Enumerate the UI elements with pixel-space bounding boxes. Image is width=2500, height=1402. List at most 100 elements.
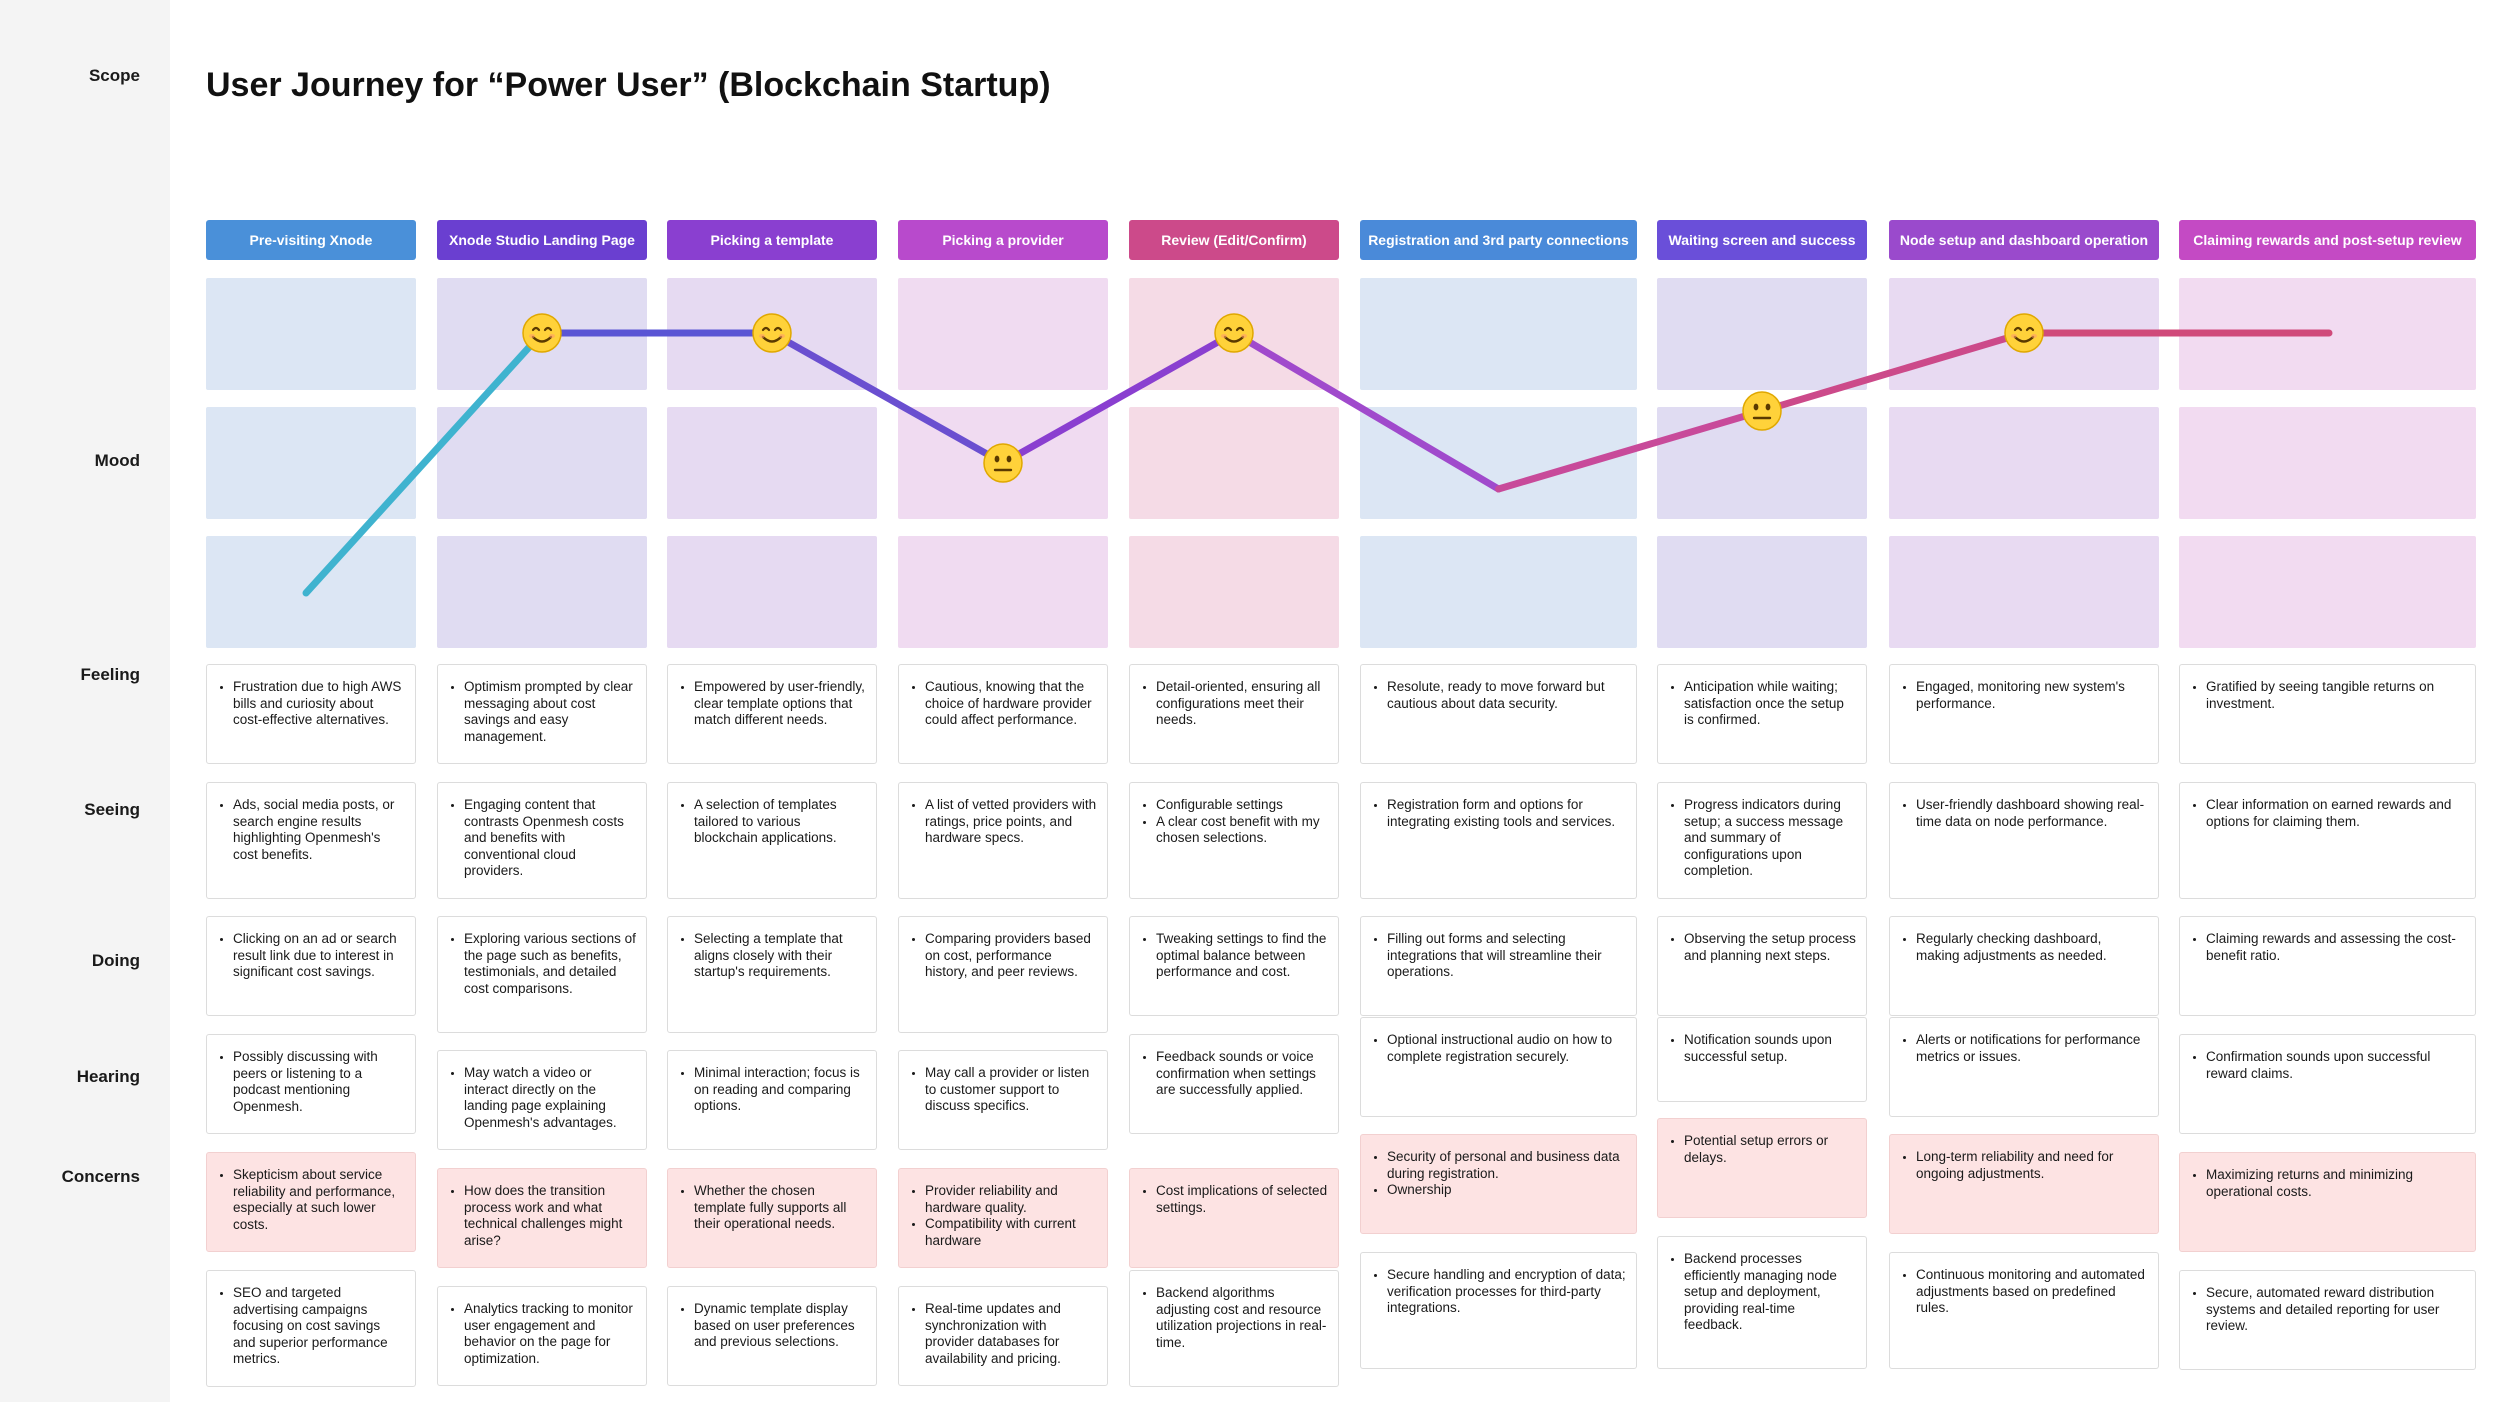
hearing-list: Alerts or notifications for performance …: [1900, 1032, 2148, 1065]
feeling-card: Cautious, knowing that the choice of har…: [898, 664, 1108, 764]
concerns-list: Skepticism about service reliability and…: [217, 1167, 405, 1233]
backstage-list: Secure handling and encryption of data; …: [1371, 1267, 1626, 1317]
feeling-item: Detail-oriented, ensuring all configurat…: [1156, 679, 1328, 729]
seeing-card: Ads, social media posts, or search engin…: [206, 782, 416, 899]
hearing-item: Feedback sounds or voice confirmation wh…: [1156, 1049, 1328, 1099]
mood-band: [2179, 536, 2476, 648]
doing-item: Comparing providers based on cost, perfo…: [925, 931, 1097, 981]
feeling-list: Detail-oriented, ensuring all configurat…: [1140, 679, 1328, 729]
backstage-list: Continuous monitoring and automated adju…: [1900, 1267, 2148, 1317]
feeling-list: Resolute, ready to move forward but caut…: [1371, 679, 1626, 712]
feeling-card: Resolute, ready to move forward but caut…: [1360, 664, 1637, 764]
seeing-card: Registration form and options for integr…: [1360, 782, 1637, 899]
hearing-item: Notification sounds upon successful setu…: [1684, 1032, 1856, 1065]
page-title: User Journey for “Power User” (Blockchai…: [206, 66, 1051, 104]
concerns-card: Maximizing returns and minimizing operat…: [2179, 1152, 2476, 1252]
row-label-mood: Mood: [94, 451, 140, 470]
hearing-list: May call a provider or listen to custome…: [909, 1065, 1097, 1115]
feeling-card: Optimism prompted by clear messaging abo…: [437, 664, 647, 764]
seeing-card: Engaging content that contrasts Openmesh…: [437, 782, 647, 899]
feeling-item: Resolute, ready to move forward but caut…: [1387, 679, 1626, 712]
phase-header-1[interactable]: Pre-visiting Xnode: [206, 220, 416, 260]
doing-card: Selecting a template that aligns closely…: [667, 916, 877, 1033]
backstage-list: Real-time updates and synchronization wi…: [909, 1301, 1097, 1367]
feeling-card: Anticipation while waiting; satisfaction…: [1657, 664, 1867, 764]
mood-band: [2179, 407, 2476, 519]
backstage-list: Analytics tracking to monitor user engag…: [448, 1301, 636, 1367]
concerns-card: Long-term reliability and need for ongoi…: [1889, 1134, 2159, 1234]
hearing-card: Alerts or notifications for performance …: [1889, 1017, 2159, 1117]
mood-band: [1360, 407, 1637, 519]
seeing-list: Engaging content that contrasts Openmesh…: [448, 797, 636, 880]
concerns-list: Whether the chosen template fully suppor…: [678, 1183, 866, 1233]
doing-list: Regularly checking dashboard, making adj…: [1900, 931, 2148, 964]
phase-header-6[interactable]: Registration and 3rd party connections: [1360, 220, 1637, 260]
phase-header-8[interactable]: Node setup and dashboard operation: [1889, 220, 2159, 260]
backstage-card: Backend algorithms adjusting cost and re…: [1129, 1270, 1339, 1387]
feeling-item: Cautious, knowing that the choice of har…: [925, 679, 1097, 729]
mood-band: [1657, 536, 1867, 648]
mood-band: [437, 536, 647, 648]
doing-item: Observing the setup process and planning…: [1684, 931, 1856, 964]
phase-header-2[interactable]: Xnode Studio Landing Page: [437, 220, 647, 260]
phase-header-4[interactable]: Picking a provider: [898, 220, 1108, 260]
concerns-list: Long-term reliability and need for ongoi…: [1900, 1149, 2148, 1182]
concerns-item: Security of personal and business data d…: [1387, 1149, 1626, 1182]
doing-list: Tweaking settings to find the optimal ba…: [1140, 931, 1328, 981]
mood-band: [1360, 278, 1637, 390]
hearing-list: Confirmation sounds upon successful rewa…: [2190, 1049, 2465, 1082]
row-label-doing: Doing: [91, 951, 140, 970]
seeing-list: User-friendly dashboard showing real-tim…: [1900, 797, 2148, 830]
smiling-face-icon: [522, 313, 562, 353]
row-label-hearing: Hearing: [76, 1067, 140, 1086]
seeing-item: Engaging content that contrasts Openmesh…: [464, 797, 636, 880]
seeing-list: Registration form and options for integr…: [1371, 797, 1626, 830]
doing-card: Claiming rewards and assessing the cost-…: [2179, 916, 2476, 1016]
hearing-card: May call a provider or listen to custome…: [898, 1050, 1108, 1150]
hearing-item: Minimal interaction; focus is on reading…: [694, 1065, 866, 1115]
mood-band: [898, 536, 1108, 648]
backstage-list: Dynamic template display based on user p…: [678, 1301, 866, 1351]
doing-card: Clicking on an ad or search result link …: [206, 916, 416, 1016]
phase-header-5[interactable]: Review (Edit/Confirm): [1129, 220, 1339, 260]
backstage-item: Analytics tracking to monitor user engag…: [464, 1301, 636, 1367]
concerns-list: Security of personal and business data d…: [1371, 1149, 1626, 1199]
backstage-item: Dynamic template display based on user p…: [694, 1301, 866, 1351]
backstage-card: Real-time updates and synchronization wi…: [898, 1286, 1108, 1386]
phase-header-9[interactable]: Claiming rewards and post-setup review: [2179, 220, 2476, 260]
concerns-item: Provider reliability and hardware qualit…: [925, 1183, 1097, 1216]
seeing-card: A list of vetted providers with ratings,…: [898, 782, 1108, 899]
doing-card: Exploring various sections of the page s…: [437, 916, 647, 1033]
backstage-card: Analytics tracking to monitor user engag…: [437, 1286, 647, 1386]
concerns-list: Potential setup errors or delays.: [1668, 1133, 1856, 1166]
backstage-card: Secure handling and encryption of data; …: [1360, 1252, 1637, 1369]
row-label-scope: Scope: [88, 66, 140, 85]
phase-header-3[interactable]: Picking a template: [667, 220, 877, 260]
hearing-item: Confirmation sounds upon successful rewa…: [2206, 1049, 2465, 1082]
hearing-card: Optional instructional audio on how to c…: [1360, 1017, 1637, 1117]
feeling-card: Gratified by seeing tangible returns on …: [2179, 664, 2476, 764]
feeling-list: Engaged, monitoring new system's perform…: [1900, 679, 2148, 712]
concerns-card: Security of personal and business data d…: [1360, 1134, 1637, 1234]
feeling-item: Engaged, monitoring new system's perform…: [1916, 679, 2148, 712]
seeing-list: Configurable settingsA clear cost benefi…: [1140, 797, 1328, 847]
backstage-card: SEO and targeted advertising campaigns f…: [206, 1270, 416, 1387]
neutral-face-icon: [983, 443, 1023, 483]
hearing-item: May watch a video or interact directly o…: [464, 1065, 636, 1131]
concerns-card: Provider reliability and hardware qualit…: [898, 1168, 1108, 1268]
feeling-card: Engaged, monitoring new system's perform…: [1889, 664, 2159, 764]
doing-list: Observing the setup process and planning…: [1668, 931, 1856, 964]
phase-header-7[interactable]: Waiting screen and success: [1657, 220, 1867, 260]
concerns-card: How does the transition process work and…: [437, 1168, 647, 1268]
seeing-item: Registration form and options for integr…: [1387, 797, 1626, 830]
backstage-list: Secure, automated reward distribution sy…: [2190, 1285, 2465, 1335]
concerns-item: Whether the chosen template fully suppor…: [694, 1183, 866, 1233]
concerns-list: Maximizing returns and minimizing operat…: [2190, 1167, 2465, 1200]
backstage-card: Secure, automated reward distribution sy…: [2179, 1270, 2476, 1370]
feeling-item: Frustration due to high AWS bills and cu…: [233, 679, 405, 729]
concerns-card: Skepticism about service reliability and…: [206, 1152, 416, 1252]
seeing-item: Clear information on earned rewards and …: [2206, 797, 2465, 830]
hearing-card: Feedback sounds or voice confirmation wh…: [1129, 1034, 1339, 1134]
mood-band: [206, 536, 416, 648]
mood-band: [1889, 407, 2159, 519]
